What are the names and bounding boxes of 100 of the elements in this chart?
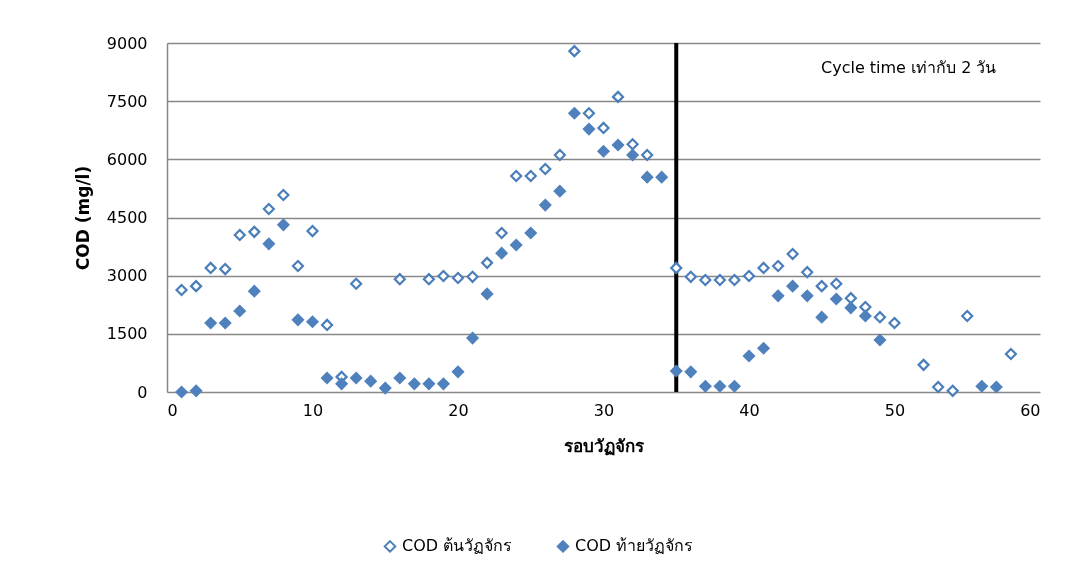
point: [393, 273, 406, 286]
annotation: Cycle time เท่ากับ 2 วัน: [821, 58, 997, 77]
point: [350, 371, 363, 385]
point: [320, 318, 334, 332]
point: [597, 145, 610, 158]
point: [291, 313, 305, 326]
point: [190, 280, 203, 293]
point: [815, 311, 828, 324]
y-tick-label: 0: [137, 382, 148, 402]
point: [582, 107, 596, 120]
point: [451, 271, 465, 285]
point: [219, 262, 232, 276]
point: [306, 315, 319, 328]
point: [175, 385, 188, 399]
point: [597, 121, 610, 135]
point: [553, 148, 566, 162]
point: [772, 289, 785, 302]
point: [219, 316, 232, 330]
point: [306, 224, 319, 238]
x-tick-label: 10: [302, 400, 324, 420]
point: [932, 380, 945, 394]
x-tick-label: 40: [739, 400, 760, 420]
point: [888, 316, 901, 330]
point: [510, 169, 523, 183]
point: [772, 259, 785, 273]
point: [830, 277, 843, 290]
point: [670, 261, 683, 275]
point: [495, 226, 508, 240]
x-tick-label: 30: [593, 400, 615, 420]
point: [553, 185, 566, 198]
point: [990, 380, 1003, 394]
x-tick-label: 60: [1020, 400, 1041, 420]
point: [859, 300, 872, 314]
point: [539, 198, 552, 212]
point: [451, 365, 465, 378]
point: [277, 218, 290, 231]
point: [961, 309, 974, 323]
point: [524, 169, 537, 183]
point: [655, 171, 668, 184]
point: [946, 384, 959, 397]
point: [379, 382, 392, 395]
point: [844, 301, 857, 314]
point: [830, 292, 843, 306]
x-tick-label: 0: [167, 400, 178, 420]
point: [364, 375, 377, 388]
point: [408, 377, 421, 390]
point: [641, 148, 654, 162]
point: [786, 280, 799, 293]
point: [393, 371, 406, 385]
point: [262, 202, 275, 216]
x-axis-title: รอบวัฏจักร: [564, 435, 645, 456]
point: [757, 342, 770, 355]
point: [233, 228, 246, 242]
point: [481, 287, 494, 300]
point: [742, 349, 756, 363]
point: [568, 107, 581, 120]
point: [728, 273, 741, 287]
point: [873, 311, 887, 324]
point: [248, 225, 261, 238]
point: [801, 289, 814, 302]
point: [291, 259, 305, 273]
point: [422, 377, 435, 390]
point: [204, 316, 217, 330]
point: [626, 138, 639, 151]
point: [422, 273, 435, 286]
point: [481, 256, 494, 269]
point: [262, 237, 275, 250]
point: [248, 285, 261, 298]
point: [466, 270, 479, 283]
point: [713, 380, 726, 393]
point: [611, 90, 625, 103]
point: [728, 380, 741, 393]
point: [350, 277, 363, 290]
y-tick-label: 6000: [106, 149, 148, 169]
point: [582, 122, 596, 136]
point: [510, 238, 523, 252]
point: [975, 380, 988, 393]
point: [641, 171, 654, 184]
point: [539, 162, 552, 176]
legend-label: COD ท้ายวัฏจักร: [575, 536, 694, 556]
point: [873, 333, 887, 347]
y-tick-label: 9000: [106, 33, 148, 53]
point: [859, 309, 872, 323]
point: [524, 226, 537, 240]
point: [917, 358, 930, 371]
y-tick-label: 1500: [106, 324, 148, 344]
y-axis-title: COD (mg/l): [72, 165, 93, 271]
y-tick-label: 7500: [106, 91, 148, 111]
legend-label: COD ต้นวัฏจักร: [402, 536, 513, 556]
point: [233, 304, 246, 318]
point: [801, 266, 814, 279]
point: [684, 270, 697, 283]
point: [437, 377, 450, 390]
point: [277, 188, 290, 202]
point: [466, 332, 479, 345]
point: [437, 269, 450, 283]
x-tick-label: 20: [448, 400, 469, 420]
y-tick-label: 3000: [106, 266, 148, 286]
point: [699, 273, 712, 287]
point: [815, 280, 828, 293]
